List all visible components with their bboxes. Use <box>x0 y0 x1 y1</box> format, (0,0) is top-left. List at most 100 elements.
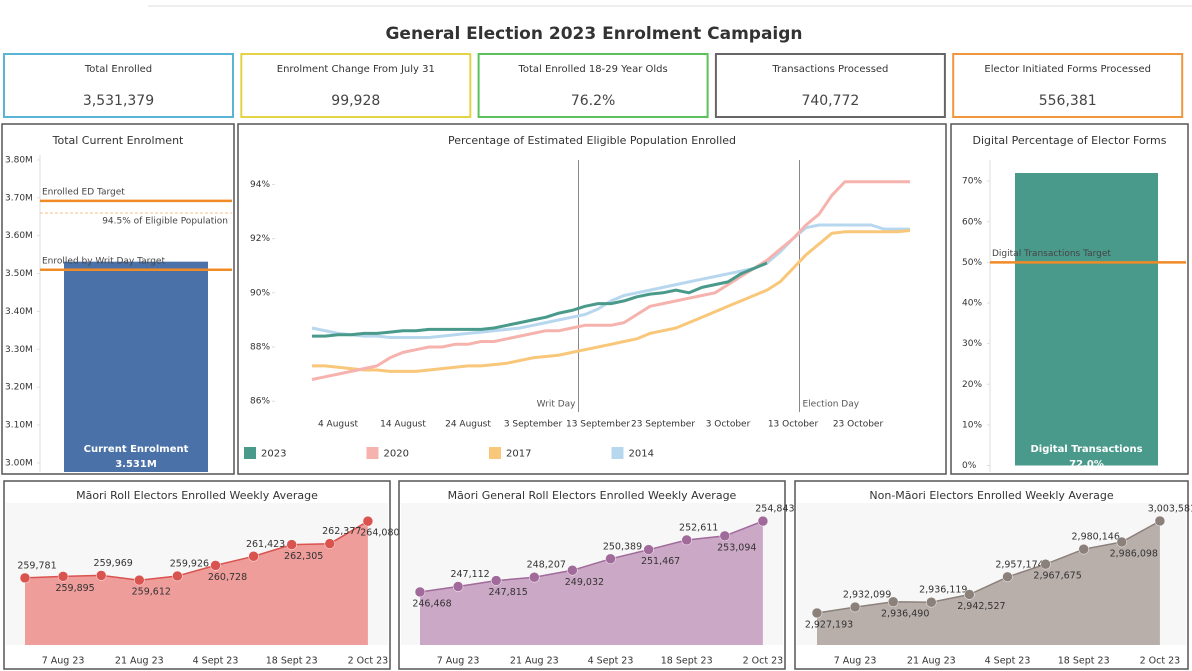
y-tick-label: 3.30M <box>5 345 33 355</box>
x-tick-label: 7 Aug 23 <box>42 656 85 667</box>
y-tick-label: 3.60M <box>5 231 33 241</box>
x-tick-label: 3 October <box>706 420 751 430</box>
point <box>719 530 731 542</box>
chart-title: Total Current Enrolment <box>52 134 184 147</box>
x-tick-label: 21 Aug 23 <box>510 656 559 667</box>
point-label: 2,927,193 <box>805 619 853 630</box>
x-tick-label: 2 Oct 23 <box>743 656 784 667</box>
y-tick-label: 90% <box>250 288 270 298</box>
point-label: 2,967,675 <box>1033 571 1081 582</box>
point <box>19 572 31 584</box>
point-label: 253,094 <box>717 542 756 553</box>
point-label: 249,032 <box>565 577 604 588</box>
y-tick-label: 20% <box>962 380 982 390</box>
point-label: 259,926 <box>170 559 209 570</box>
y-tick-label: 60% <box>962 217 982 227</box>
x-tick-label: 18 Sept 23 <box>1058 656 1110 667</box>
point <box>324 538 336 549</box>
legend-label: 2023 <box>261 449 286 460</box>
x-tick-label: 21 Aug 23 <box>115 656 164 667</box>
y-tick-label: 3.40M <box>5 307 33 317</box>
y-tick-label: 92% <box>250 234 270 244</box>
point-label: 2,932,099 <box>843 590 891 601</box>
point <box>643 544 654 555</box>
y-tick-label: 3.10M <box>5 421 33 431</box>
x-tick-label: 4 Sept 23 <box>588 656 634 667</box>
area-line <box>24 520 369 581</box>
y-tick-label: 3.50M <box>5 269 33 279</box>
kpi-label: Transactions Processed <box>771 64 888 75</box>
point <box>57 571 69 582</box>
series-line <box>311 223 910 339</box>
x-tick-label: 3 September <box>504 420 563 430</box>
point <box>1154 515 1166 527</box>
point <box>452 581 464 592</box>
point <box>1040 558 1051 570</box>
point-label: 247,815 <box>489 587 528 598</box>
point-label: 2,980,146 <box>1072 532 1120 543</box>
point-label: 261,423 <box>246 539 285 550</box>
point-label: 2,986,098 <box>1110 549 1158 560</box>
y-tick-label: 86% <box>250 397 270 407</box>
bar <box>64 261 208 472</box>
legend-label: 2017 <box>506 449 531 460</box>
y-tick-label: 3.20M <box>5 383 33 393</box>
kpi-value: 740,772 <box>801 93 859 109</box>
x-tick-label: 7 Aug 23 <box>834 656 877 667</box>
x-tick-label: 2 Oct 23 <box>1140 656 1181 667</box>
y-tick-label: 50% <box>962 258 982 268</box>
point-label: 262,377 <box>322 526 361 537</box>
legend-swatch <box>366 447 379 459</box>
point <box>414 586 426 598</box>
point <box>926 596 937 608</box>
point-label: 2,942,527 <box>957 601 1005 612</box>
y-tick-label: 3.70M <box>5 193 33 203</box>
kpi-label: Total Enrolled <box>84 64 152 75</box>
point-label: 259,969 <box>94 558 133 569</box>
point-label: 262,305 <box>284 551 323 562</box>
y-tick-label: 3.00M <box>5 458 33 468</box>
area-line <box>419 520 764 593</box>
chart-title: Māori General Roll Electors Enrolled Wee… <box>448 489 737 502</box>
x-tick-label: 24 August <box>445 420 491 430</box>
point-label: 246,468 <box>412 598 451 609</box>
annotation-label: Election Day <box>803 400 860 410</box>
point-label: 2,936,119 <box>919 585 967 596</box>
chart-title: Māori Roll Electors Enrolled Weekly Aver… <box>76 489 318 502</box>
point <box>757 515 769 527</box>
area-fill <box>25 521 368 645</box>
y-tick-label: 40% <box>962 299 982 309</box>
series-line <box>312 229 911 373</box>
point-label: 260,728 <box>208 572 247 583</box>
series-line <box>311 180 910 381</box>
y-tick-label: 94% <box>250 180 270 190</box>
legend-swatch <box>611 447 624 459</box>
point-label: 251,467 <box>641 556 680 567</box>
x-tick-label: 4 Sept 23 <box>193 656 239 667</box>
x-tick-label: 14 August <box>380 420 426 430</box>
reference-label: Enrolled ED Target <box>42 187 125 197</box>
legend-swatch <box>244 447 256 459</box>
point-label: 2,936,490 <box>881 608 929 619</box>
point <box>811 607 823 619</box>
point <box>849 601 861 613</box>
point-label: 2,957,174 <box>995 559 1043 570</box>
bar-value-label: 3.531M <box>115 459 157 470</box>
point-label: 3,003,581 <box>1148 503 1192 514</box>
x-tick-label: 21 Aug 23 <box>907 656 956 667</box>
point <box>681 534 692 546</box>
legend-label: 2014 <box>629 449 654 460</box>
point <box>567 565 578 576</box>
reference-label: 94.5% of Eligible Population <box>102 216 228 226</box>
point-label: 247,112 <box>450 569 489 580</box>
kpi-tile <box>477 53 709 118</box>
point-label: 254,843 <box>755 504 794 515</box>
point-label: 259,781 <box>17 560 56 571</box>
area-fill <box>420 521 763 645</box>
legend-swatch <box>489 447 501 459</box>
point <box>134 574 145 586</box>
point <box>362 515 374 527</box>
point <box>964 589 975 600</box>
point-label: 250,389 <box>603 541 642 552</box>
